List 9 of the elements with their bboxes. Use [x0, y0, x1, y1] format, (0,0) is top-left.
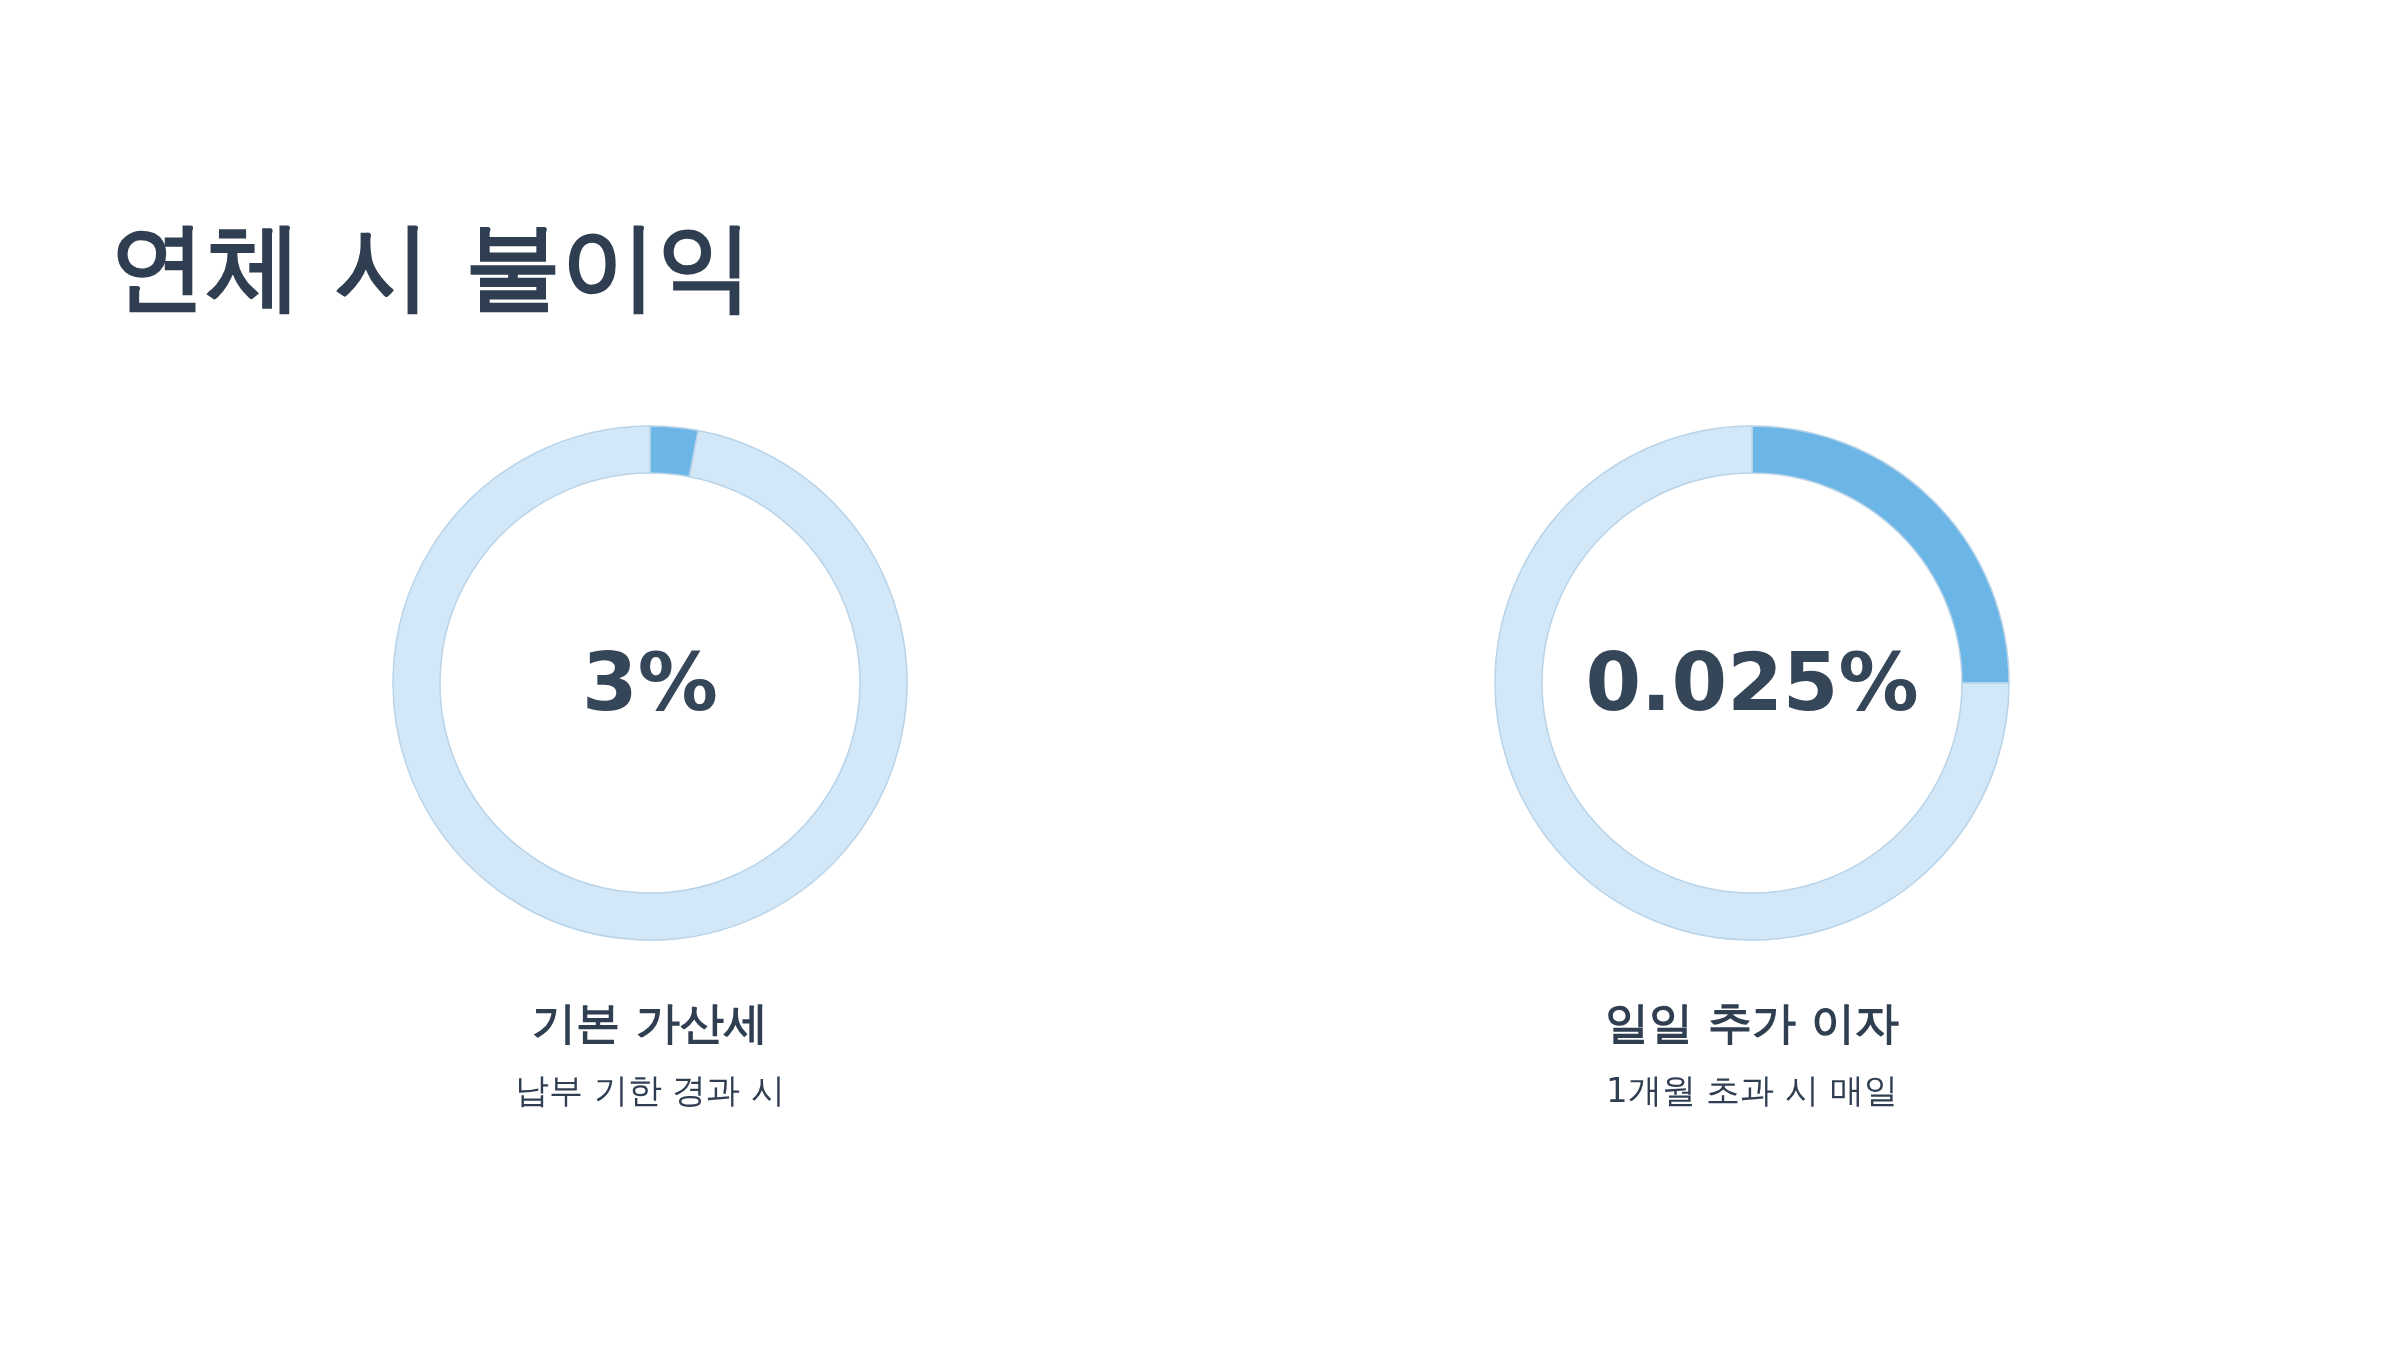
text: 일일 추가 이자: [1604, 997, 1900, 1048]
text: 1개월 초과 시 매일: [1605, 1070, 1899, 1110]
text: 연체 시 불이익: [110, 210, 753, 322]
donut-slice: [1494, 425, 2010, 941]
text: 3%: [582, 636, 718, 729]
donut-slice: [392, 425, 908, 941]
text: 기본 가산세: [532, 997, 768, 1048]
text: 0.025%: [1585, 636, 1919, 729]
text: 납부 기한 경과 시: [514, 1070, 786, 1110]
